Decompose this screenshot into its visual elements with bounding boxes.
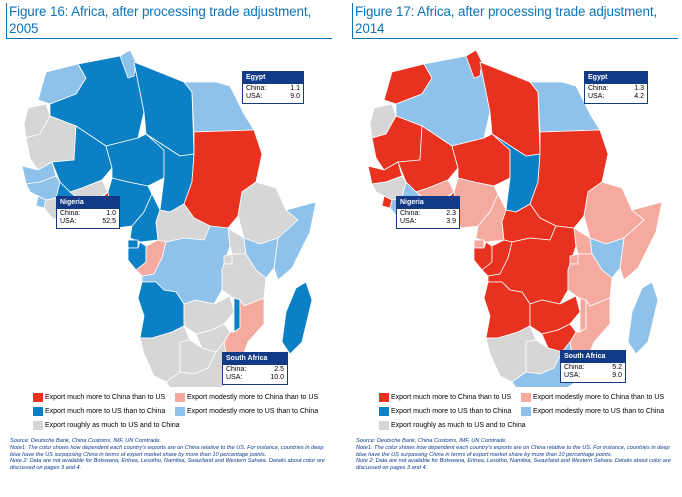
usa-value: 10.0 [270,374,284,381]
figure-title-line1: Figure 16: Africa, after processing trad… [9,4,312,19]
country-madagascar [627,281,659,355]
callout-country: South Africa [223,353,287,365]
country-niger [451,133,511,187]
usa-label: USA: [400,218,417,225]
legend-item-china-modest: Export modestly more to China than to US [175,393,318,402]
legend-item-us-much: Export much more to US than to China [379,407,511,416]
china-label: China: [60,210,81,217]
figure-title-line2: 2005 [9,21,39,36]
figure-title-line1: Figure 17: Africa, after processing trad… [355,4,658,19]
figure-title: Figure 17: Africa, after processing trad… [352,3,678,39]
legend-item-us-much: Export much more to US than to China [33,407,165,416]
figure-notes: Source: Deutsche Bank, China Customs, IM… [356,438,678,472]
usa-value: 4.2 [634,93,644,100]
usa-value: 52.5 [102,218,116,225]
china-value: 5.2 [612,364,622,371]
swatch-roughly [379,421,389,430]
usa-label: USA: [246,93,263,100]
source-note: Source: Deutsche Bank, China Customs, IM… [356,438,507,444]
callout-country: Nigeria [397,197,459,209]
country-rwanda [223,253,233,265]
country-zambia [529,295,581,335]
country-somalia [273,201,317,281]
legend-item-us-modest: Export modestly more to US than to China [175,407,318,416]
china-value: 1.0 [106,210,116,217]
callout-country: Egypt [585,72,647,84]
country-niger [105,133,165,187]
legend-item-china-much: Export much more to China than to US [33,393,165,402]
usa-label: USA: [564,372,581,379]
china-value: 1.1 [290,85,300,92]
china-label: China: [246,85,267,92]
figure-title: Figure 16: Africa, after processing trad… [6,3,332,39]
country-equatorial-guinea [473,239,485,249]
figure-17-panel: Figure 17: Africa, after processing trad… [352,0,682,497]
egypt-callout: Egypt China: 1.1 USA: 9.0 [242,71,304,104]
figure-notes: Source: Deutsche Bank, China Customs, IM… [10,438,332,472]
china-label: China: [400,210,421,217]
country-somalia [619,201,663,281]
country-malawi [579,297,587,333]
china-label: China: [226,366,247,373]
country-zambia [183,295,235,335]
swatch-china-much [33,393,43,402]
callout-country: South Africa [561,351,625,363]
egypt-callout: Egypt China: 1.3 USA: 4.2 [584,71,648,104]
swatch-us-much [379,407,389,416]
country-egypt [529,81,601,133]
callout-country: Nigeria [57,197,119,209]
swatch-us-modest [521,407,531,416]
swatch-us-much [33,407,43,416]
note-1: Note1: The color shows how dependent eac… [356,444,670,458]
legend-item-roughly: Export roughly as much to US and to Chin… [379,421,526,430]
usa-value: 3.9 [446,218,456,225]
south-africa-callout: South Africa China: 2.5 USA: 10.0 [222,352,288,385]
china-value: 2.3 [446,210,456,217]
nigeria-callout: Nigeria China: 1.0 USA: 52.5 [56,196,120,229]
nigeria-callout: Nigeria China: 2.3 USA: 3.9 [396,196,460,229]
swatch-china-much [379,393,389,402]
legend-item-us-modest: Export modestly more to US than to China [521,407,664,416]
usa-label: USA: [60,218,77,225]
country-equatorial-guinea [127,239,139,249]
note-2: Note 2: Data are not available for Botsw… [10,458,325,472]
usa-value: 9.0 [612,372,622,379]
china-label: China: [564,364,585,371]
note-2: Note 2: Data are not available for Botsw… [356,458,671,472]
legend-item-china-much: Export much more to China than to US [379,393,511,402]
legend-item-china-modest: Export modestly more to China than to US [521,393,664,402]
source-note: Source: Deutsche Bank, China Customs, IM… [10,438,161,444]
swatch-us-modest [175,407,185,416]
figure-16-panel: Figure 16: Africa, after processing trad… [6,0,336,497]
figure-title-line2: 2014 [355,21,385,36]
country-rwanda [569,253,579,265]
swatch-china-modest [521,393,531,402]
note-1: Note1: The color shows how dependent eac… [10,444,324,458]
country-madagascar [281,281,313,355]
usa-label: USA: [226,374,243,381]
usa-label: USA: [588,93,605,100]
china-value: 2.5 [274,366,284,373]
swatch-roughly [33,421,43,430]
china-value: 1.3 [634,85,644,92]
usa-value: 9.0 [290,93,300,100]
africa-map [21,49,317,387]
country-malawi [233,297,241,333]
south-africa-callout: South Africa China: 5.2 USA: 9.0 [560,350,626,383]
swatch-china-modest [175,393,185,402]
country-egypt [183,81,255,133]
china-label: China: [588,85,609,92]
legend-item-roughly: Export roughly as much to US and to Chin… [33,421,180,430]
callout-country: Egypt [243,72,303,84]
